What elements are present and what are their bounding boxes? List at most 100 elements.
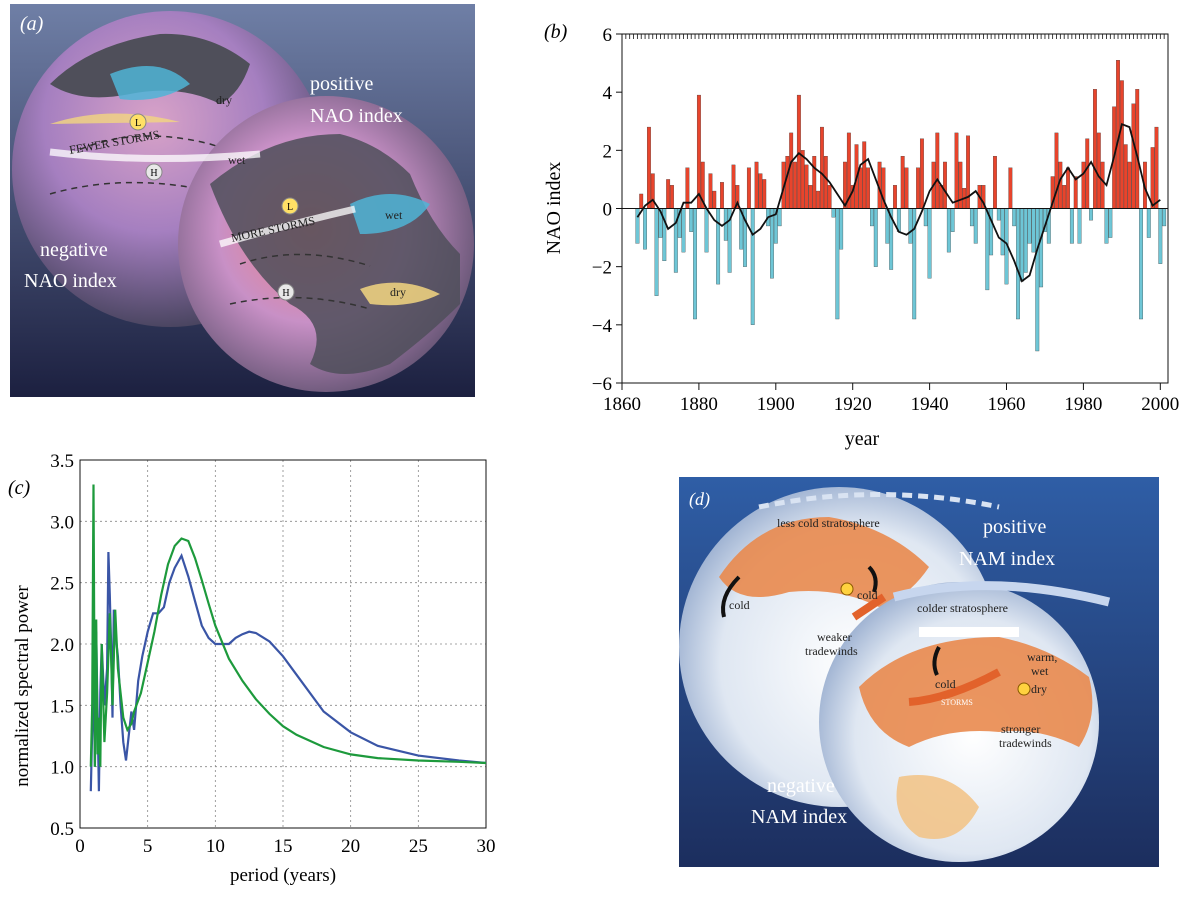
nao-bar — [870, 208, 874, 227]
sun-icon — [1017, 682, 1031, 696]
nao-bar — [666, 179, 671, 209]
nao-bar — [1123, 144, 1128, 209]
nao-bar — [1039, 208, 1044, 288]
panel-d-label: (d) — [689, 489, 710, 510]
nao-bar — [1093, 89, 1097, 209]
nao-bar — [654, 208, 659, 296]
nao-bar — [646, 126, 651, 209]
nao-bar — [1100, 161, 1105, 209]
nao-bar — [935, 132, 940, 209]
landmass-shape — [859, 637, 1093, 747]
nao-bar — [973, 208, 978, 244]
y-tick-label: −6 — [592, 374, 612, 395]
nao-bar — [1035, 208, 1040, 352]
negative-nam-label: NAM index — [751, 806, 847, 828]
weaker-tradewinds-label: tradewinds — [805, 644, 858, 658]
panel-b-label: (b) — [544, 21, 568, 43]
x-axis-label: period (years) — [230, 865, 336, 886]
y-tick-label: −4 — [592, 316, 613, 337]
wind-lines — [229, 296, 371, 310]
stronger-tradewinds-label: tradewinds — [999, 736, 1052, 750]
nao-bar — [1131, 103, 1136, 209]
nao-bar — [639, 193, 644, 209]
negative-nao-label: NAO index — [24, 270, 117, 292]
nao-bar — [1089, 208, 1094, 221]
wind-lines — [239, 253, 371, 267]
nao-bar — [1066, 167, 1070, 209]
x-tick-label: 1860 — [603, 394, 641, 415]
x-tick-label: 10 — [206, 836, 225, 857]
x-tick-label: 5 — [143, 836, 153, 857]
panel-d-nam-illustration: (d) less cold stratosphere positive NAM … — [679, 477, 1159, 867]
y-tick-label: 3.0 — [50, 512, 74, 533]
x-tick-label: 1900 — [757, 394, 795, 415]
nao-bar — [708, 173, 713, 209]
nao-bar — [1104, 208, 1109, 244]
x-axis-label: year — [845, 428, 880, 450]
nao-bar — [866, 167, 871, 209]
y-tick-label: 3.5 — [50, 451, 74, 472]
dry-label: dry — [216, 93, 232, 107]
y-tick-label: 2.5 — [50, 574, 74, 595]
panel-b-nao-index-chart: (b) NAO index year 1860 1880 1900 1920 1940 1… — [530, 0, 1179, 460]
storm-track-arrow — [908, 668, 1001, 706]
plot-area: 1860 1880 1900 1920 1940 1960 1980 2000 6 4 2 0 −2 −4… — [592, 25, 1179, 415]
panel-a-nao-illustration: L H L H (a) positive NAO index negative … — [10, 4, 475, 397]
nao-bar — [831, 208, 836, 218]
nao-bar — [758, 173, 763, 209]
series-line-2 — [89, 484, 487, 767]
panel-c-spectral-chart: (c) normalized spectral power period (ye… — [0, 450, 520, 897]
nao-bar — [820, 126, 824, 209]
positive-nao-label: NAO index — [310, 105, 403, 127]
nao-bar — [862, 141, 867, 209]
nao-bar — [919, 138, 924, 209]
stratosphere-circulation-arrow — [758, 492, 1000, 510]
nao-bar — [1139, 208, 1144, 320]
y-axis-label: NAO index — [543, 162, 565, 255]
landmass-shape — [210, 134, 460, 374]
nao-bar — [839, 208, 844, 250]
nao-bar — [731, 164, 736, 209]
nao-bar — [793, 161, 797, 209]
high-pressure-label: H — [282, 288, 289, 299]
nao-bar — [808, 185, 813, 209]
nao-bar — [804, 164, 809, 209]
nao-bar — [716, 208, 721, 285]
dry-label: dry — [390, 285, 406, 299]
y-tick-label: 2 — [603, 141, 613, 162]
nao-bar — [1158, 208, 1163, 264]
nao-bar — [993, 155, 997, 209]
nao-bar — [900, 155, 905, 209]
nao-bar — [712, 190, 717, 209]
nao-bar — [1000, 208, 1005, 256]
y-tick-label: 1.5 — [50, 696, 74, 717]
nam-globes-illustration: (d) less cold stratosphere positive NAM … — [679, 477, 1159, 867]
nao-bar — [1127, 161, 1132, 209]
less-cold-stratosphere-label: less cold stratosphere — [777, 516, 880, 530]
positive-nam-label: positive — [983, 516, 1046, 538]
nao-bar — [885, 208, 890, 244]
nao-bar — [1073, 176, 1078, 209]
nao-bar — [704, 208, 709, 253]
nao-bar — [770, 208, 774, 279]
nao-bar — [1162, 208, 1167, 227]
storm-track-arrow — [49, 148, 261, 163]
nao-bar — [927, 208, 932, 279]
warm-wet-label: warm, — [1027, 650, 1057, 664]
nao-bar — [643, 208, 647, 250]
y-tick-label: 0 — [603, 200, 613, 221]
nao-bar — [800, 150, 805, 209]
nao-bar — [796, 94, 801, 209]
low-pressure-marker — [281, 197, 299, 215]
y-tick-label: 6 — [603, 25, 613, 46]
cold-label: cold — [857, 588, 878, 602]
nao-bar — [858, 167, 863, 209]
warm-wet-label: wet — [1031, 664, 1049, 678]
x-tick-label: 1940 — [911, 394, 949, 415]
nao-bar — [696, 94, 701, 209]
nao-bar — [670, 185, 674, 209]
nao-bar — [1008, 167, 1013, 209]
stronger-tradewinds-label: stronger — [1001, 722, 1040, 736]
nao-bar — [1081, 161, 1086, 209]
nao-globes-illustration: L H L H (a) positive NAO index negative … — [10, 4, 475, 397]
